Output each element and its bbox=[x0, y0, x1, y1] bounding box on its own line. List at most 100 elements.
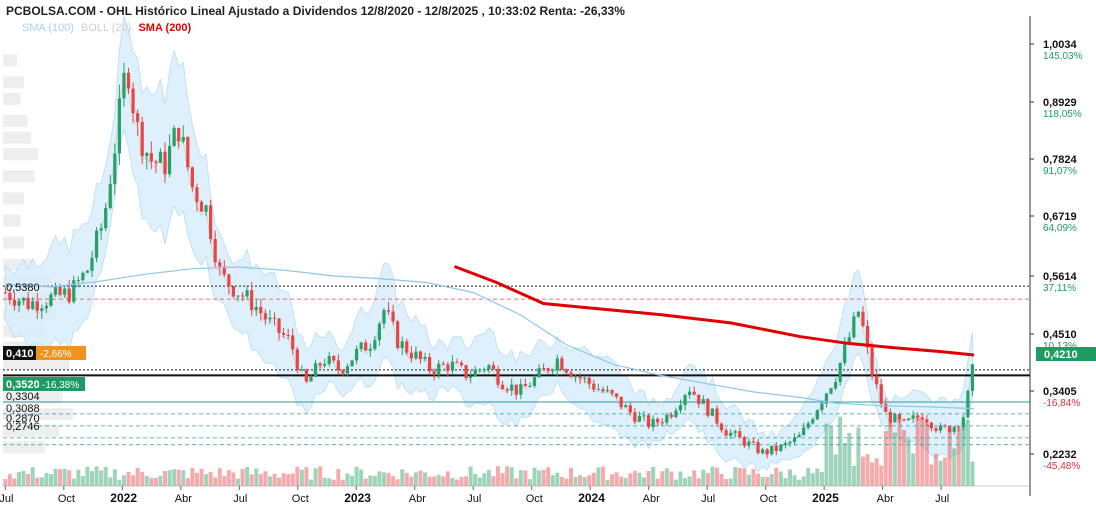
volume-bar bbox=[76, 469, 81, 486]
candle-body bbox=[514, 384, 518, 395]
x-tick-label: Jul bbox=[233, 493, 247, 505]
volume-bar bbox=[591, 472, 596, 486]
volume-bar bbox=[965, 420, 970, 486]
volume-bar bbox=[304, 466, 309, 486]
volume-bar bbox=[286, 474, 291, 486]
candle-body bbox=[136, 113, 140, 122]
candle-body bbox=[386, 310, 391, 312]
right-pct-label: 145,03% bbox=[1043, 51, 1083, 62]
candle-body bbox=[578, 376, 582, 379]
volume-bar bbox=[541, 469, 546, 486]
candle-body bbox=[437, 363, 441, 375]
volume-bar bbox=[865, 454, 870, 486]
current-price-badge bbox=[1036, 347, 1096, 361]
volume-profile-bar bbox=[3, 170, 35, 183]
candle-body bbox=[943, 425, 947, 427]
chart-legend: SMA (100) BOLL (20) SMA (200) bbox=[22, 22, 195, 34]
volume-bar bbox=[386, 473, 391, 486]
volume-bar bbox=[673, 479, 678, 486]
candle-body bbox=[108, 184, 112, 208]
volume-bar bbox=[628, 473, 633, 486]
candle-body bbox=[824, 393, 829, 404]
volume-bar bbox=[660, 471, 665, 486]
volume-bar bbox=[372, 475, 377, 486]
candle-body bbox=[747, 441, 751, 446]
volume-bar bbox=[710, 466, 715, 486]
volume-bar bbox=[719, 473, 724, 486]
candle-body bbox=[478, 369, 482, 371]
volume-bar bbox=[153, 478, 158, 486]
candle-body bbox=[491, 365, 496, 370]
volume-bar bbox=[21, 471, 26, 486]
bollinger-band-area bbox=[4, 16, 973, 473]
right-price-label: 0,5614 bbox=[1043, 271, 1078, 283]
candle-body bbox=[496, 369, 500, 385]
volume-bar bbox=[58, 469, 63, 486]
sma100-line bbox=[5, 266, 974, 410]
volume-bar bbox=[208, 472, 213, 486]
volume-bar bbox=[906, 439, 911, 486]
volume-bar bbox=[505, 466, 510, 486]
volume-bar bbox=[714, 467, 719, 486]
volume-bar bbox=[582, 477, 587, 486]
candle-body bbox=[272, 317, 277, 319]
volume-bar bbox=[7, 474, 12, 486]
moving-averages bbox=[5, 265, 975, 410]
volume-bar bbox=[573, 476, 578, 486]
volume-bar bbox=[970, 461, 975, 486]
candle-body bbox=[929, 422, 933, 429]
candle-body bbox=[961, 417, 965, 427]
volume-bar bbox=[464, 476, 469, 486]
candle-body bbox=[318, 363, 322, 366]
volume-bar bbox=[158, 475, 163, 486]
volume-bar bbox=[117, 479, 122, 486]
candle-body bbox=[427, 356, 432, 372]
candle-body bbox=[692, 391, 696, 395]
volume-bar bbox=[363, 478, 368, 486]
volume-profile-bar bbox=[3, 358, 70, 371]
volume-bar bbox=[409, 476, 414, 486]
sma200-line bbox=[453, 265, 975, 357]
candle-body bbox=[396, 321, 400, 348]
candle-body bbox=[409, 352, 413, 359]
candle-body bbox=[218, 262, 222, 267]
right-pct-label: 91,07% bbox=[1043, 166, 1077, 177]
candle-body bbox=[117, 98, 121, 154]
candle-body bbox=[473, 369, 477, 377]
candle-body bbox=[560, 358, 564, 370]
volume-profile-bar bbox=[3, 424, 59, 437]
volume-bar bbox=[769, 474, 774, 486]
candle-body bbox=[268, 317, 272, 320]
chart-title: PCBOLSA.COM - OHL Histórico Lineal Ajust… bbox=[6, 4, 625, 18]
volume-bar bbox=[911, 453, 916, 486]
volume-bar bbox=[299, 469, 304, 486]
volume-bar bbox=[400, 469, 405, 486]
candle-body bbox=[833, 382, 838, 389]
volume-bar bbox=[532, 467, 537, 486]
x-tick-label: 2022 bbox=[110, 491, 137, 505]
left-pct-label: -2,66% bbox=[40, 349, 72, 360]
volume-bar bbox=[254, 468, 259, 486]
volume-bar bbox=[85, 466, 90, 486]
right-pct-label: 64,09% bbox=[1043, 223, 1077, 234]
volume-bar bbox=[468, 466, 473, 486]
volume-profile-bar bbox=[3, 54, 17, 67]
volume-bar bbox=[883, 431, 888, 486]
candle-body bbox=[555, 358, 559, 371]
right-pct-label: 118,05% bbox=[1043, 109, 1082, 120]
candle-body bbox=[482, 369, 486, 371]
volume-bar bbox=[756, 473, 761, 486]
candle-body bbox=[715, 408, 719, 424]
x-tick-label: Jul bbox=[935, 493, 949, 505]
volume-bar bbox=[263, 471, 268, 486]
candle-body bbox=[820, 403, 824, 411]
volume-bar bbox=[486, 469, 491, 486]
left-price-label: 0,3304 bbox=[6, 391, 40, 403]
candle-body bbox=[300, 369, 304, 371]
volume-bar bbox=[737, 467, 742, 486]
volume-bar bbox=[564, 478, 569, 486]
candle-body bbox=[122, 72, 126, 99]
candle-body bbox=[418, 351, 423, 360]
volume-bar bbox=[641, 477, 646, 486]
candle-body bbox=[3, 292, 7, 294]
